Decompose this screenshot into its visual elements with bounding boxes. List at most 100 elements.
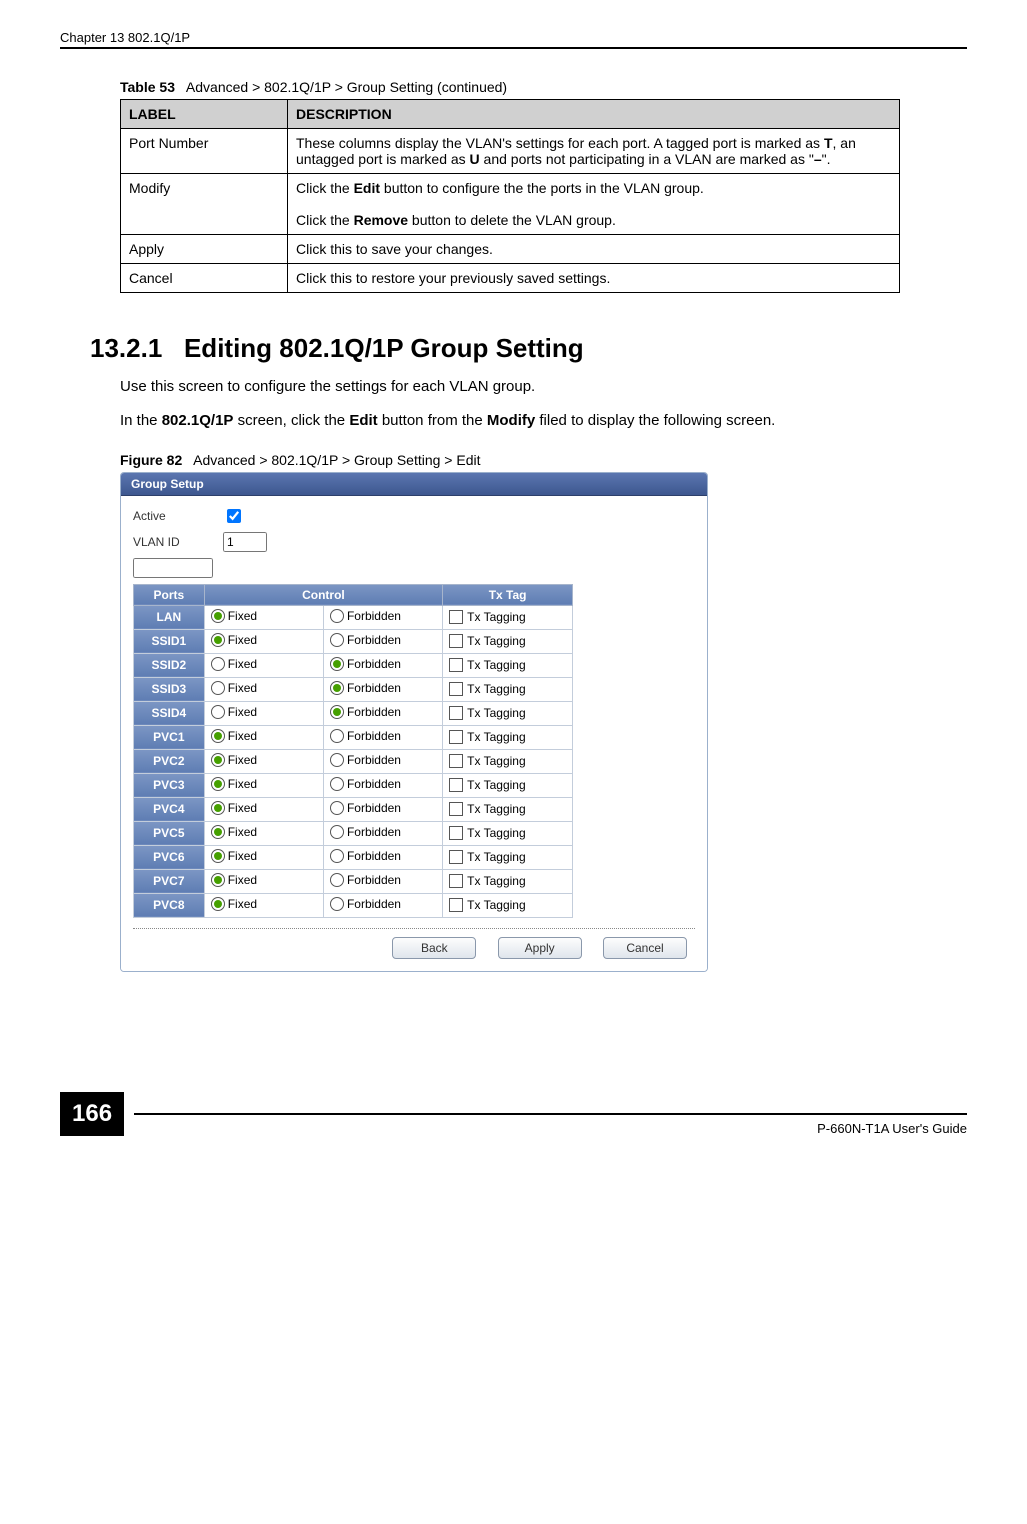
- txtag-cell: Tx Tagging: [443, 893, 573, 917]
- fixed-radio[interactable]: [211, 633, 225, 647]
- port-name: PVC8: [134, 893, 205, 917]
- forbidden-radio[interactable]: [330, 657, 344, 671]
- forbidden-label: Forbidden: [347, 657, 401, 671]
- forbidden-cell: Forbidden: [323, 677, 442, 701]
- forbidden-radio[interactable]: [330, 897, 344, 911]
- txtag-label: Tx Tagging: [467, 802, 525, 816]
- txtag-label: Tx Tagging: [467, 610, 525, 624]
- txtag-checkbox[interactable]: [449, 898, 463, 912]
- fixed-radio[interactable]: [211, 825, 225, 839]
- figure-label: Figure 82: [120, 452, 182, 468]
- table53-cell-desc: Click the Edit button to configure the t…: [288, 174, 900, 235]
- port-name: PVC2: [134, 749, 205, 773]
- txtag-cell: Tx Tagging: [443, 725, 573, 749]
- txtag-checkbox[interactable]: [449, 610, 463, 624]
- forbidden-radio[interactable]: [330, 873, 344, 887]
- cancel-button[interactable]: Cancel: [603, 937, 687, 959]
- fixed-radio[interactable]: [211, 849, 225, 863]
- vlan-id-label: VLAN ID: [133, 535, 223, 549]
- forbidden-cell: Forbidden: [323, 725, 442, 749]
- forbidden-radio[interactable]: [330, 681, 344, 695]
- group-setup-panel: Group Setup Active VLAN ID Ports Control…: [120, 472, 708, 972]
- port-name: PVC1: [134, 725, 205, 749]
- forbidden-radio[interactable]: [330, 825, 344, 839]
- forbidden-label: Forbidden: [347, 801, 401, 815]
- vlan-id-input[interactable]: [223, 532, 267, 552]
- forbidden-radio[interactable]: [330, 801, 344, 815]
- txtag-label: Tx Tagging: [467, 682, 525, 696]
- txtag-checkbox[interactable]: [449, 778, 463, 792]
- separator: [133, 928, 695, 929]
- fixed-cell: Fixed: [204, 797, 323, 821]
- table-row: PVC6 Fixed ForbiddenTx Tagging: [134, 845, 573, 869]
- table53-cell-desc: Click this to save your changes.: [288, 235, 900, 264]
- apply-button[interactable]: Apply: [498, 937, 582, 959]
- forbidden-radio[interactable]: [330, 729, 344, 743]
- section-title: Editing 802.1Q/1P Group Setting: [184, 333, 584, 363]
- fixed-radio[interactable]: [211, 801, 225, 815]
- txtag-cell: Tx Tagging: [443, 677, 573, 701]
- txtag-cell: Tx Tagging: [443, 821, 573, 845]
- forbidden-cell: Forbidden: [323, 653, 442, 677]
- txtag-cell: Tx Tagging: [443, 773, 573, 797]
- forbidden-cell: Forbidden: [323, 893, 442, 917]
- forbidden-cell: Forbidden: [323, 797, 442, 821]
- fixed-radio[interactable]: [211, 657, 225, 671]
- fixed-radio[interactable]: [211, 897, 225, 911]
- txtag-checkbox[interactable]: [449, 682, 463, 696]
- forbidden-label: Forbidden: [347, 777, 401, 791]
- fixed-radio[interactable]: [211, 777, 225, 791]
- forbidden-radio[interactable]: [330, 705, 344, 719]
- forbidden-cell: Forbidden: [323, 821, 442, 845]
- figure-caption: Figure 82 Advanced > 802.1Q/1P > Group S…: [120, 452, 967, 468]
- fixed-cell: Fixed: [204, 845, 323, 869]
- txtag-cell: Tx Tagging: [443, 845, 573, 869]
- table53-head-label: LABEL: [121, 100, 288, 129]
- txtag-checkbox[interactable]: [449, 730, 463, 744]
- port-name: PVC4: [134, 797, 205, 821]
- blank-input[interactable]: [133, 558, 213, 578]
- table53-head-desc: DESCRIPTION: [288, 100, 900, 129]
- table-row: LAN Fixed ForbiddenTx Tagging: [134, 605, 573, 629]
- active-checkbox[interactable]: [227, 509, 241, 523]
- forbidden-radio[interactable]: [330, 609, 344, 623]
- back-button[interactable]: Back: [392, 937, 476, 959]
- fixed-radio[interactable]: [211, 729, 225, 743]
- fixed-cell: Fixed: [204, 869, 323, 893]
- fixed-radio[interactable]: [211, 753, 225, 767]
- forbidden-label: Forbidden: [347, 633, 401, 647]
- fixed-radio[interactable]: [211, 609, 225, 623]
- forbidden-radio[interactable]: [330, 849, 344, 863]
- txtag-cell: Tx Tagging: [443, 653, 573, 677]
- forbidden-cell: Forbidden: [323, 773, 442, 797]
- figure-text: Advanced > 802.1Q/1P > Group Setting > E…: [193, 452, 480, 468]
- forbidden-radio[interactable]: [330, 633, 344, 647]
- fixed-radio[interactable]: [211, 705, 225, 719]
- guide-name: P-660N-T1A User's Guide: [134, 1113, 967, 1136]
- fixed-radio[interactable]: [211, 681, 225, 695]
- txtag-label: Tx Tagging: [467, 850, 525, 864]
- txtag-label: Tx Tagging: [467, 658, 525, 672]
- page-header: Chapter 13 802.1Q/1P: [60, 30, 967, 49]
- forbidden-radio[interactable]: [330, 777, 344, 791]
- forbidden-cell: Forbidden: [323, 701, 442, 725]
- txtag-checkbox[interactable]: [449, 706, 463, 720]
- table-row: PVC7 Fixed ForbiddenTx Tagging: [134, 869, 573, 893]
- table53-caption: Table 53 Advanced > 802.1Q/1P > Group Se…: [120, 79, 967, 95]
- txtag-checkbox[interactable]: [449, 850, 463, 864]
- txtag-checkbox[interactable]: [449, 754, 463, 768]
- forbidden-cell: Forbidden: [323, 869, 442, 893]
- txtag-checkbox[interactable]: [449, 826, 463, 840]
- fixed-radio[interactable]: [211, 873, 225, 887]
- txtag-checkbox[interactable]: [449, 802, 463, 816]
- txtag-label: Tx Tagging: [467, 778, 525, 792]
- fixed-cell: Fixed: [204, 893, 323, 917]
- txtag-checkbox[interactable]: [449, 658, 463, 672]
- fixed-label: Fixed: [228, 657, 257, 671]
- forbidden-radio[interactable]: [330, 753, 344, 767]
- forbidden-label: Forbidden: [347, 705, 401, 719]
- txtag-checkbox[interactable]: [449, 634, 463, 648]
- txtag-checkbox[interactable]: [449, 874, 463, 888]
- section-number: 13.2.1: [90, 333, 162, 363]
- table-row: PVC3 Fixed ForbiddenTx Tagging: [134, 773, 573, 797]
